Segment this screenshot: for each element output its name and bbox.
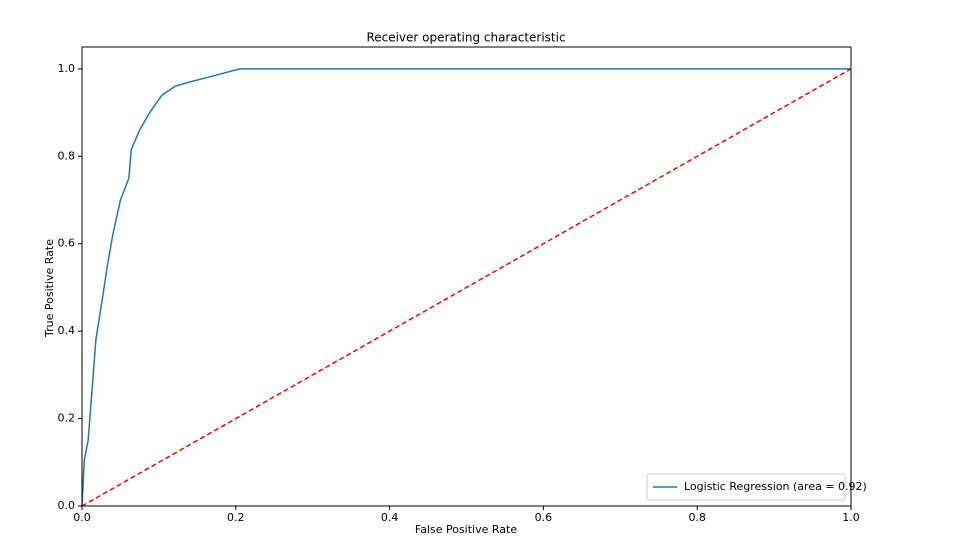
- x-tick-label: 0.0: [73, 511, 91, 524]
- line: [81, 68, 852, 507]
- x-tick-label: 0.8: [688, 511, 706, 524]
- legend-label: Logistic Regression (area = 0.92): [684, 480, 867, 493]
- y-tick-label: 0.0: [58, 499, 76, 512]
- y-tick-label: 0.6: [58, 237, 76, 250]
- x-axis-label: False Positive Rate: [415, 523, 517, 536]
- x-tick-label: 0.2: [227, 511, 245, 524]
- x-tick-label: 0.6: [535, 511, 553, 524]
- legend-box: [646, 473, 846, 501]
- x-tick-label: 0.4: [381, 511, 399, 524]
- x-tick-label: 1.0: [842, 511, 860, 524]
- y-tick-label: 0.8: [58, 149, 76, 162]
- y-tick-label: 1.0: [58, 62, 76, 75]
- axes-frame: [81, 46, 852, 507]
- line: [81, 68, 851, 507]
- y-tick-label: 0.4: [58, 324, 76, 337]
- y-tick-label: 0.2: [58, 412, 76, 425]
- chart-title: Receiver operating characteristic: [366, 31, 565, 45]
- y-axis-label: True Positive Rate: [43, 239, 56, 338]
